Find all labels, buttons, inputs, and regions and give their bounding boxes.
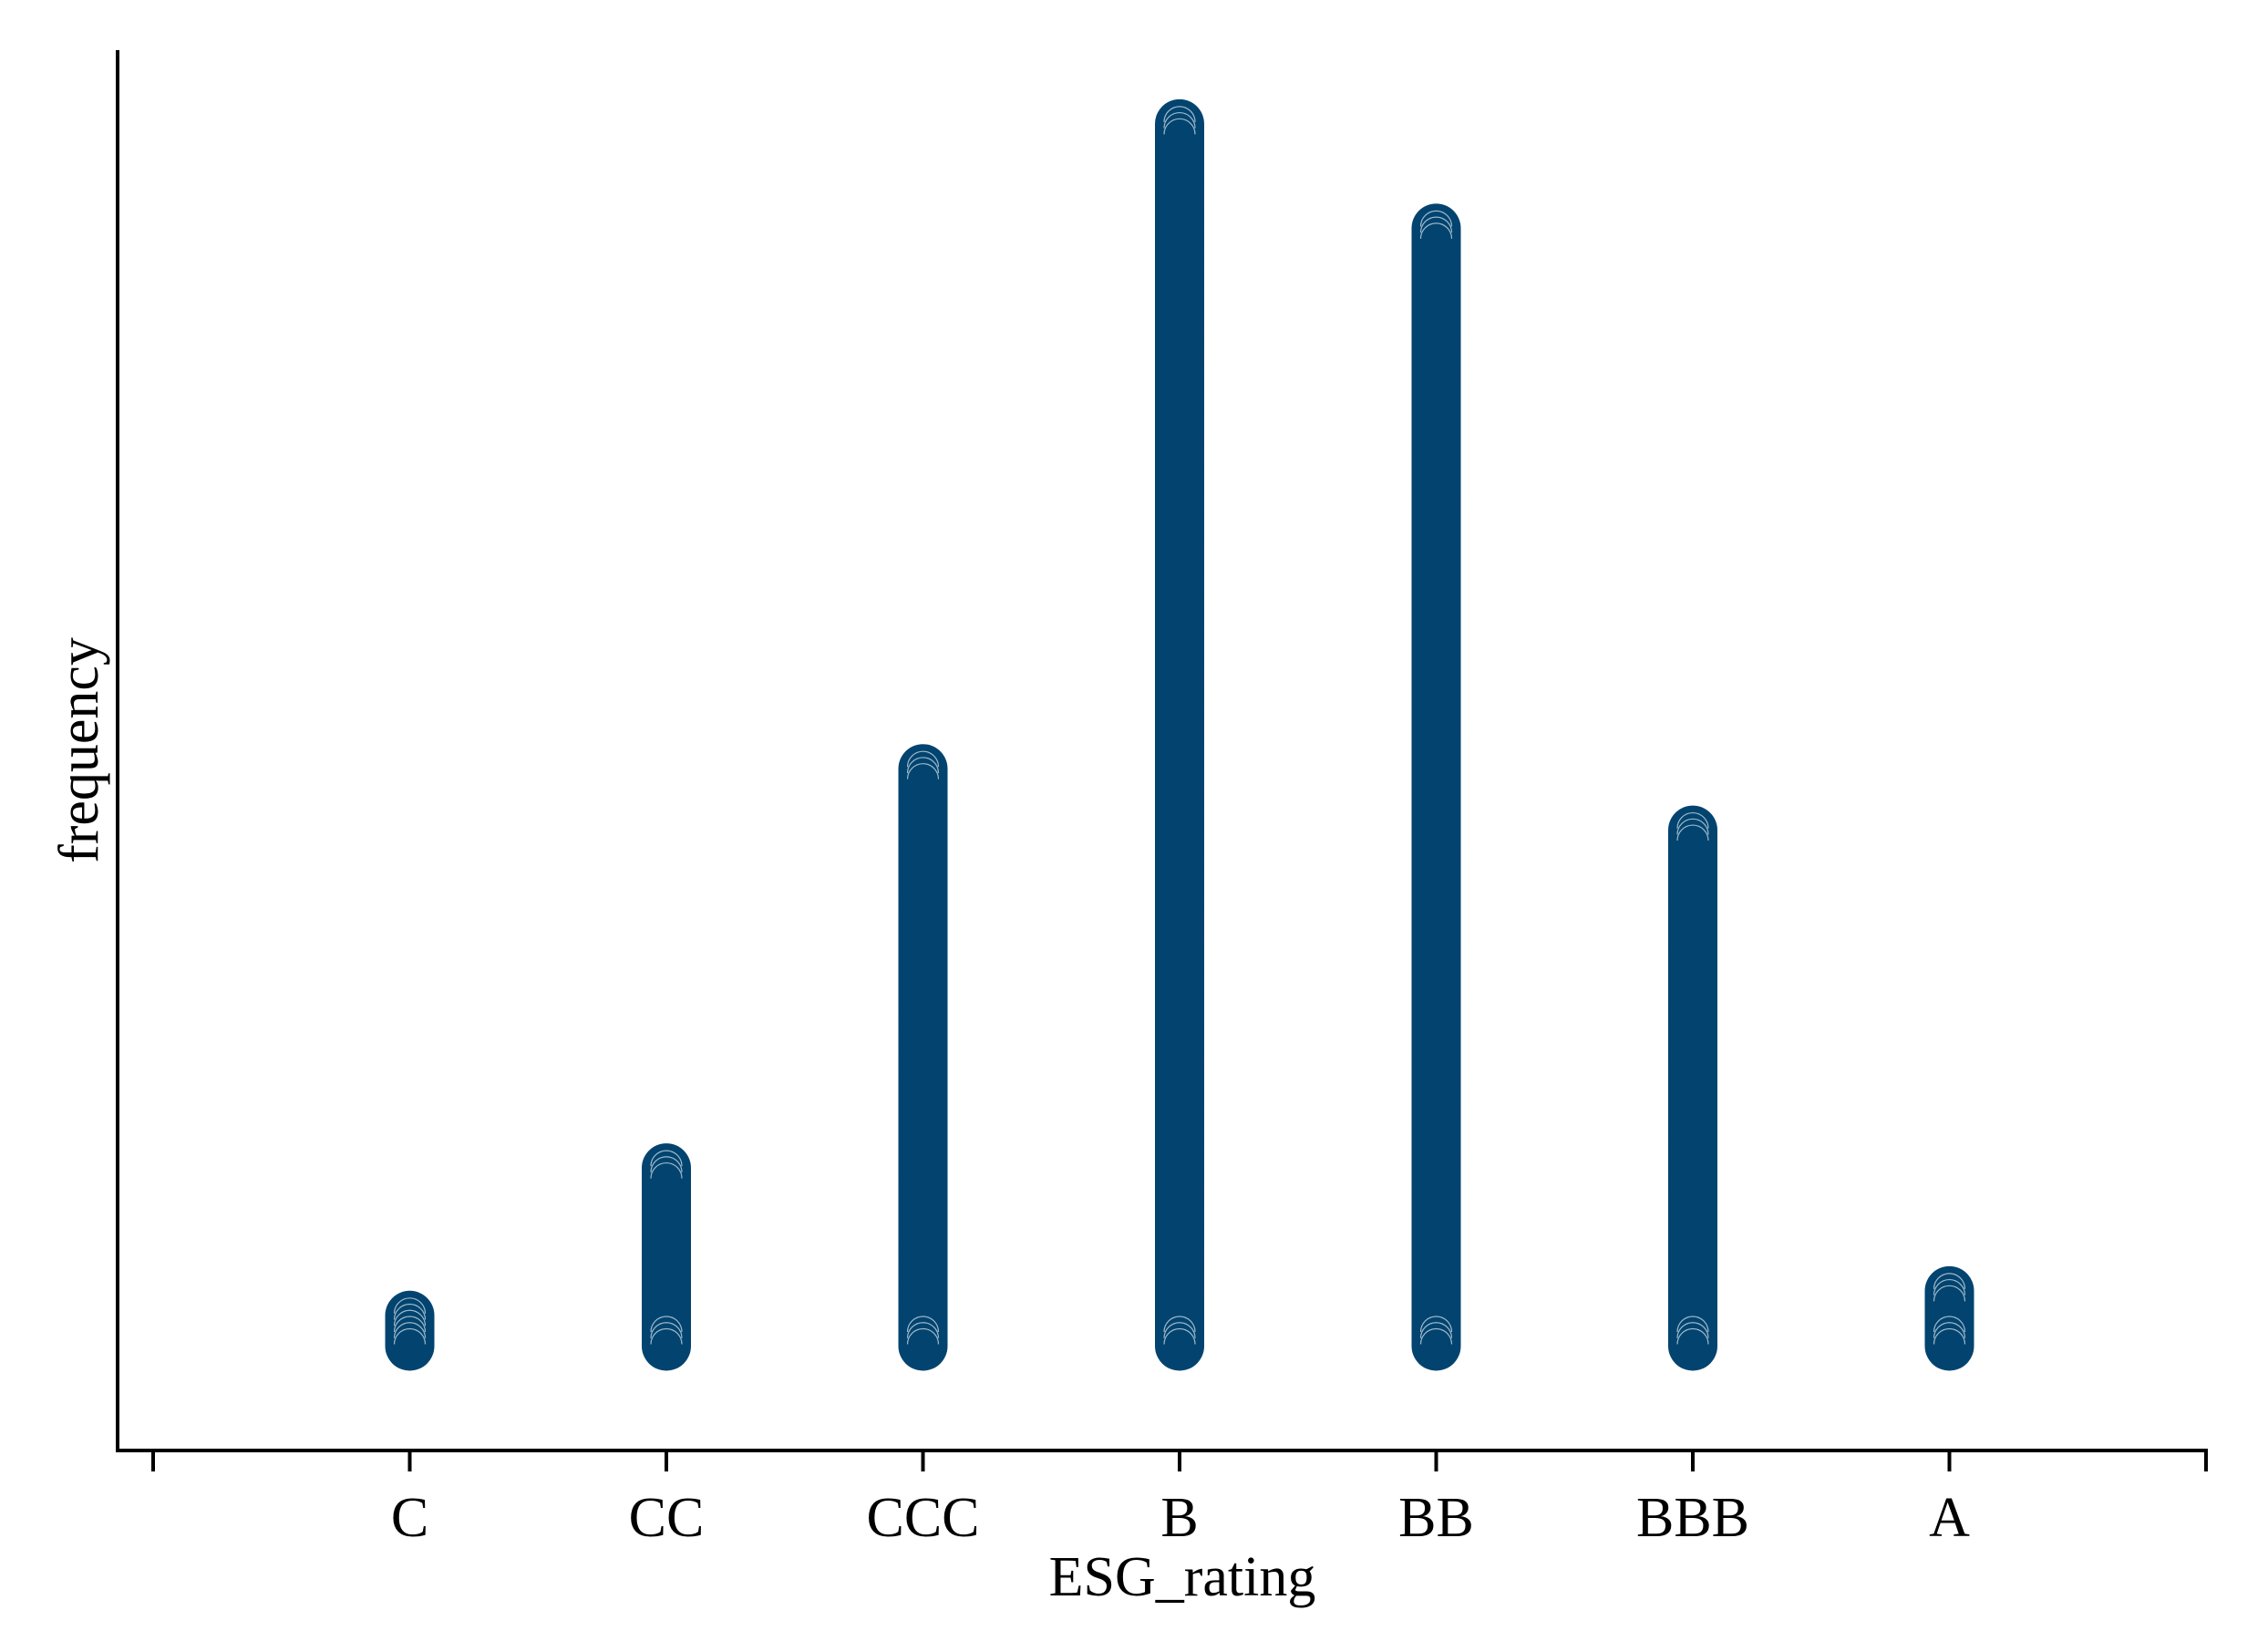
- chart-marks: [385, 98, 1974, 1371]
- marker-highlight-ccc: [906, 1322, 940, 1338]
- marker-highlight-c: [393, 1322, 427, 1338]
- marker-highlight-bbb: [1676, 811, 1709, 829]
- x-tick-label-a: A: [1929, 1487, 1970, 1549]
- marker-highlight-bb: [1419, 1327, 1453, 1345]
- marker-highlight-cc: [650, 1316, 683, 1333]
- x-axis-ticks: [151, 1450, 2208, 1471]
- marker-highlight-bbb: [1676, 1316, 1709, 1333]
- marker-highlight-cc: [650, 1322, 683, 1338]
- marker-highlight-bb: [1419, 210, 1453, 227]
- marker-stack-c: [385, 1290, 435, 1371]
- marker-highlight-c: [393, 1327, 427, 1345]
- marker-stack-ccc: [898, 744, 948, 1371]
- marker-stack-bb: [1411, 203, 1461, 1371]
- marker-stack-b: [1155, 98, 1204, 1371]
- marker-highlight-bb: [1419, 222, 1453, 239]
- marker-highlight-a: [1933, 1327, 1966, 1345]
- marker-stack-cc: [642, 1143, 691, 1371]
- marker-highlight-a: [1933, 1273, 1966, 1289]
- marker-highlight-bb: [1419, 1322, 1453, 1338]
- marker-highlight-b: [1163, 1316, 1196, 1333]
- marker-highlight-b: [1163, 1327, 1196, 1345]
- marker-highlight-cc: [650, 1327, 683, 1345]
- data-point-ccc: [899, 744, 947, 793]
- marker-highlight-bbb: [1676, 1327, 1709, 1345]
- x-tick-label-cc: CC: [629, 1487, 705, 1549]
- marker-highlight-bbb: [1676, 1322, 1709, 1338]
- marker-highlight-bbb: [1676, 818, 1709, 835]
- marker-highlight-a: [1933, 1322, 1966, 1338]
- marker-highlight-bb: [1419, 1316, 1453, 1333]
- marker-highlight-ccc: [906, 757, 940, 773]
- marker-stack-a: [1924, 1265, 1974, 1371]
- x-axis-tick-labels: C CC CCC B BB BBB A: [391, 1487, 1970, 1549]
- x-tick-label-c: C: [391, 1487, 428, 1549]
- marker-highlight-bb: [1419, 216, 1453, 233]
- marker-highlight-c: [393, 1297, 427, 1314]
- data-point-bb: [1412, 203, 1460, 253]
- data-point-c: [386, 1291, 434, 1340]
- marker-highlight-b: [1163, 118, 1196, 135]
- marker-highlight-b: [1163, 106, 1196, 122]
- x-tick-label-b: B: [1160, 1487, 1198, 1549]
- marker-highlight-a: [1933, 1316, 1966, 1333]
- marker-highlight-b: [1163, 111, 1196, 129]
- data-point-b: [1155, 99, 1204, 149]
- y-axis-label: frequency: [48, 637, 110, 863]
- marker-highlight-ccc: [906, 1327, 940, 1345]
- x-axis-label: ESG_rating: [1049, 1546, 1316, 1608]
- marker-highlight-a: [1933, 1278, 1966, 1296]
- marker-highlight-ccc: [906, 763, 940, 779]
- marker-highlight-c: [393, 1316, 427, 1333]
- marker-highlight-cc: [650, 1156, 683, 1172]
- x-tick-label-bbb: BBB: [1636, 1487, 1749, 1549]
- data-point-bbb: [1668, 806, 1717, 855]
- marker-highlight-c: [393, 1303, 427, 1320]
- marker-highlight-bbb: [1676, 824, 1709, 841]
- marker-highlight-cc: [650, 1150, 683, 1167]
- marker-highlight-a: [1933, 1285, 1966, 1302]
- marker-highlight-ccc: [906, 750, 940, 768]
- marker-highlight-cc: [650, 1161, 683, 1179]
- x-tick-label-ccc: CCC: [866, 1487, 979, 1549]
- data-point-a: [1925, 1266, 1974, 1316]
- data-point-cc: [642, 1143, 691, 1192]
- marker-highlight-b: [1163, 1322, 1196, 1338]
- marker-highlight-c: [393, 1309, 427, 1326]
- x-tick-label-bb: BB: [1398, 1487, 1474, 1549]
- marker-highlight-ccc: [906, 1316, 940, 1333]
- marker-stack-bbb: [1668, 805, 1717, 1371]
- chart-axes: [116, 50, 2208, 1452]
